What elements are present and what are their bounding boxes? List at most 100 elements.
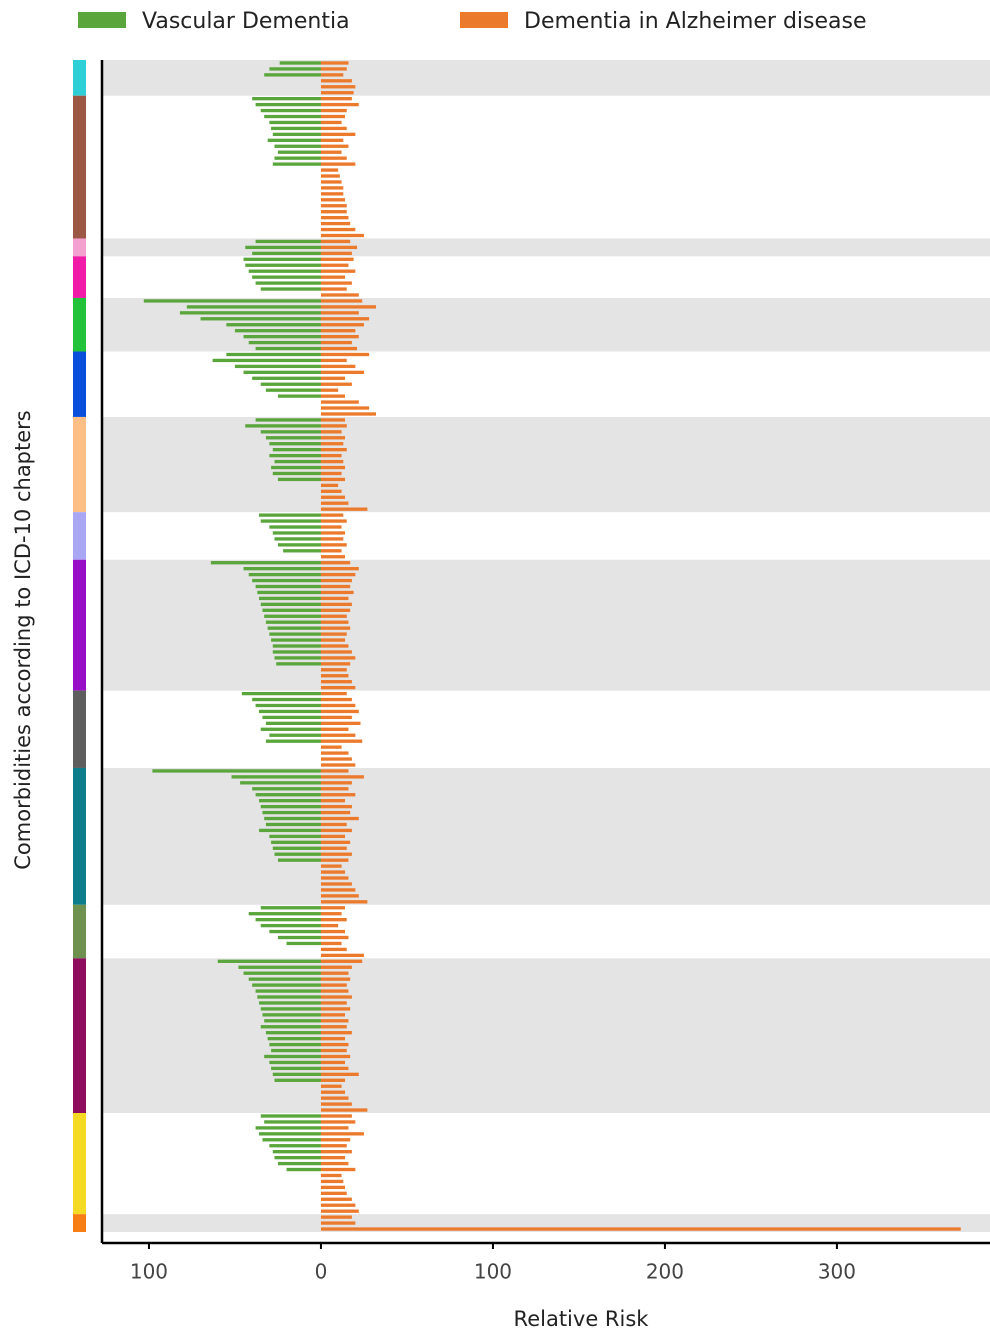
group-color <box>73 904 86 959</box>
bar <box>320 656 356 660</box>
bar <box>320 293 359 297</box>
group-color <box>73 1113 86 1215</box>
bar <box>320 1209 359 1213</box>
bar <box>320 495 346 499</box>
bar <box>271 465 321 470</box>
bar <box>257 995 321 999</box>
bar <box>320 846 347 850</box>
bar <box>320 311 359 315</box>
bar <box>274 459 321 464</box>
bar <box>320 281 352 285</box>
bar <box>320 703 356 708</box>
bar <box>320 1191 347 1195</box>
bar <box>320 763 356 767</box>
bar <box>267 138 321 142</box>
bar <box>272 846 321 850</box>
bar <box>272 132 321 137</box>
bar <box>320 912 342 916</box>
bar <box>320 442 344 446</box>
bar <box>320 287 347 291</box>
bar <box>320 483 339 488</box>
group-band <box>102 238 990 257</box>
bar <box>320 323 364 327</box>
bar <box>320 1144 347 1148</box>
bar <box>277 394 321 398</box>
bar <box>320 120 342 125</box>
bar <box>320 519 347 523</box>
bar <box>320 162 356 166</box>
bar <box>320 180 342 184</box>
bar <box>320 453 342 458</box>
bar <box>277 543 321 547</box>
bar <box>283 549 321 553</box>
bar <box>271 1066 321 1071</box>
bar <box>320 471 342 476</box>
group-color <box>73 297 86 352</box>
bar <box>320 418 346 422</box>
bar <box>240 781 321 785</box>
bar <box>320 364 356 369</box>
bar <box>200 317 321 321</box>
bar <box>259 828 321 833</box>
bar <box>231 775 321 779</box>
bar <box>248 912 321 916</box>
bar <box>255 917 321 922</box>
bar <box>269 733 321 737</box>
bar <box>234 329 321 333</box>
bar <box>320 245 358 250</box>
bar <box>272 531 321 535</box>
bar <box>260 923 321 928</box>
bar <box>272 471 321 476</box>
bar <box>320 840 351 844</box>
bar <box>269 1060 321 1065</box>
bar <box>320 578 352 583</box>
bar <box>320 436 346 440</box>
bar <box>320 1114 352 1118</box>
bar <box>320 971 349 975</box>
bar <box>320 608 351 612</box>
bar <box>276 662 321 666</box>
bar <box>320 448 347 452</box>
bar <box>277 858 321 862</box>
bar <box>217 959 321 963</box>
x-tick-label: 0 <box>315 1260 328 1284</box>
bar <box>226 352 321 357</box>
bar <box>320 757 352 761</box>
bar <box>265 822 321 827</box>
group-band <box>102 958 990 1114</box>
bar <box>269 929 321 934</box>
bar <box>262 1138 321 1142</box>
bar <box>320 1048 347 1053</box>
bar <box>320 781 352 785</box>
bar <box>245 424 321 428</box>
bar <box>320 424 347 428</box>
bar <box>320 275 346 279</box>
bar <box>320 1150 352 1154</box>
bar <box>255 346 321 351</box>
bar <box>320 1108 368 1112</box>
bar <box>272 644 321 648</box>
bar <box>320 638 346 642</box>
bar <box>264 816 321 821</box>
bar <box>320 941 342 946</box>
bar <box>269 632 321 636</box>
x-tick-label: 100 <box>474 1260 512 1284</box>
bar <box>272 448 321 452</box>
bar <box>265 1031 321 1035</box>
bar <box>262 608 321 612</box>
bar <box>320 91 354 95</box>
bar <box>320 959 363 963</box>
group-color <box>73 416 86 513</box>
group-color <box>73 351 86 417</box>
bar <box>320 870 346 874</box>
bar <box>320 709 359 714</box>
x-tick-label: 300 <box>818 1260 856 1284</box>
bar <box>265 739 321 743</box>
bar <box>320 525 342 529</box>
bar <box>320 989 349 993</box>
bar <box>262 715 321 720</box>
bar <box>255 793 321 797</box>
bar <box>245 245 321 250</box>
bar <box>320 400 359 404</box>
bar <box>320 793 356 797</box>
